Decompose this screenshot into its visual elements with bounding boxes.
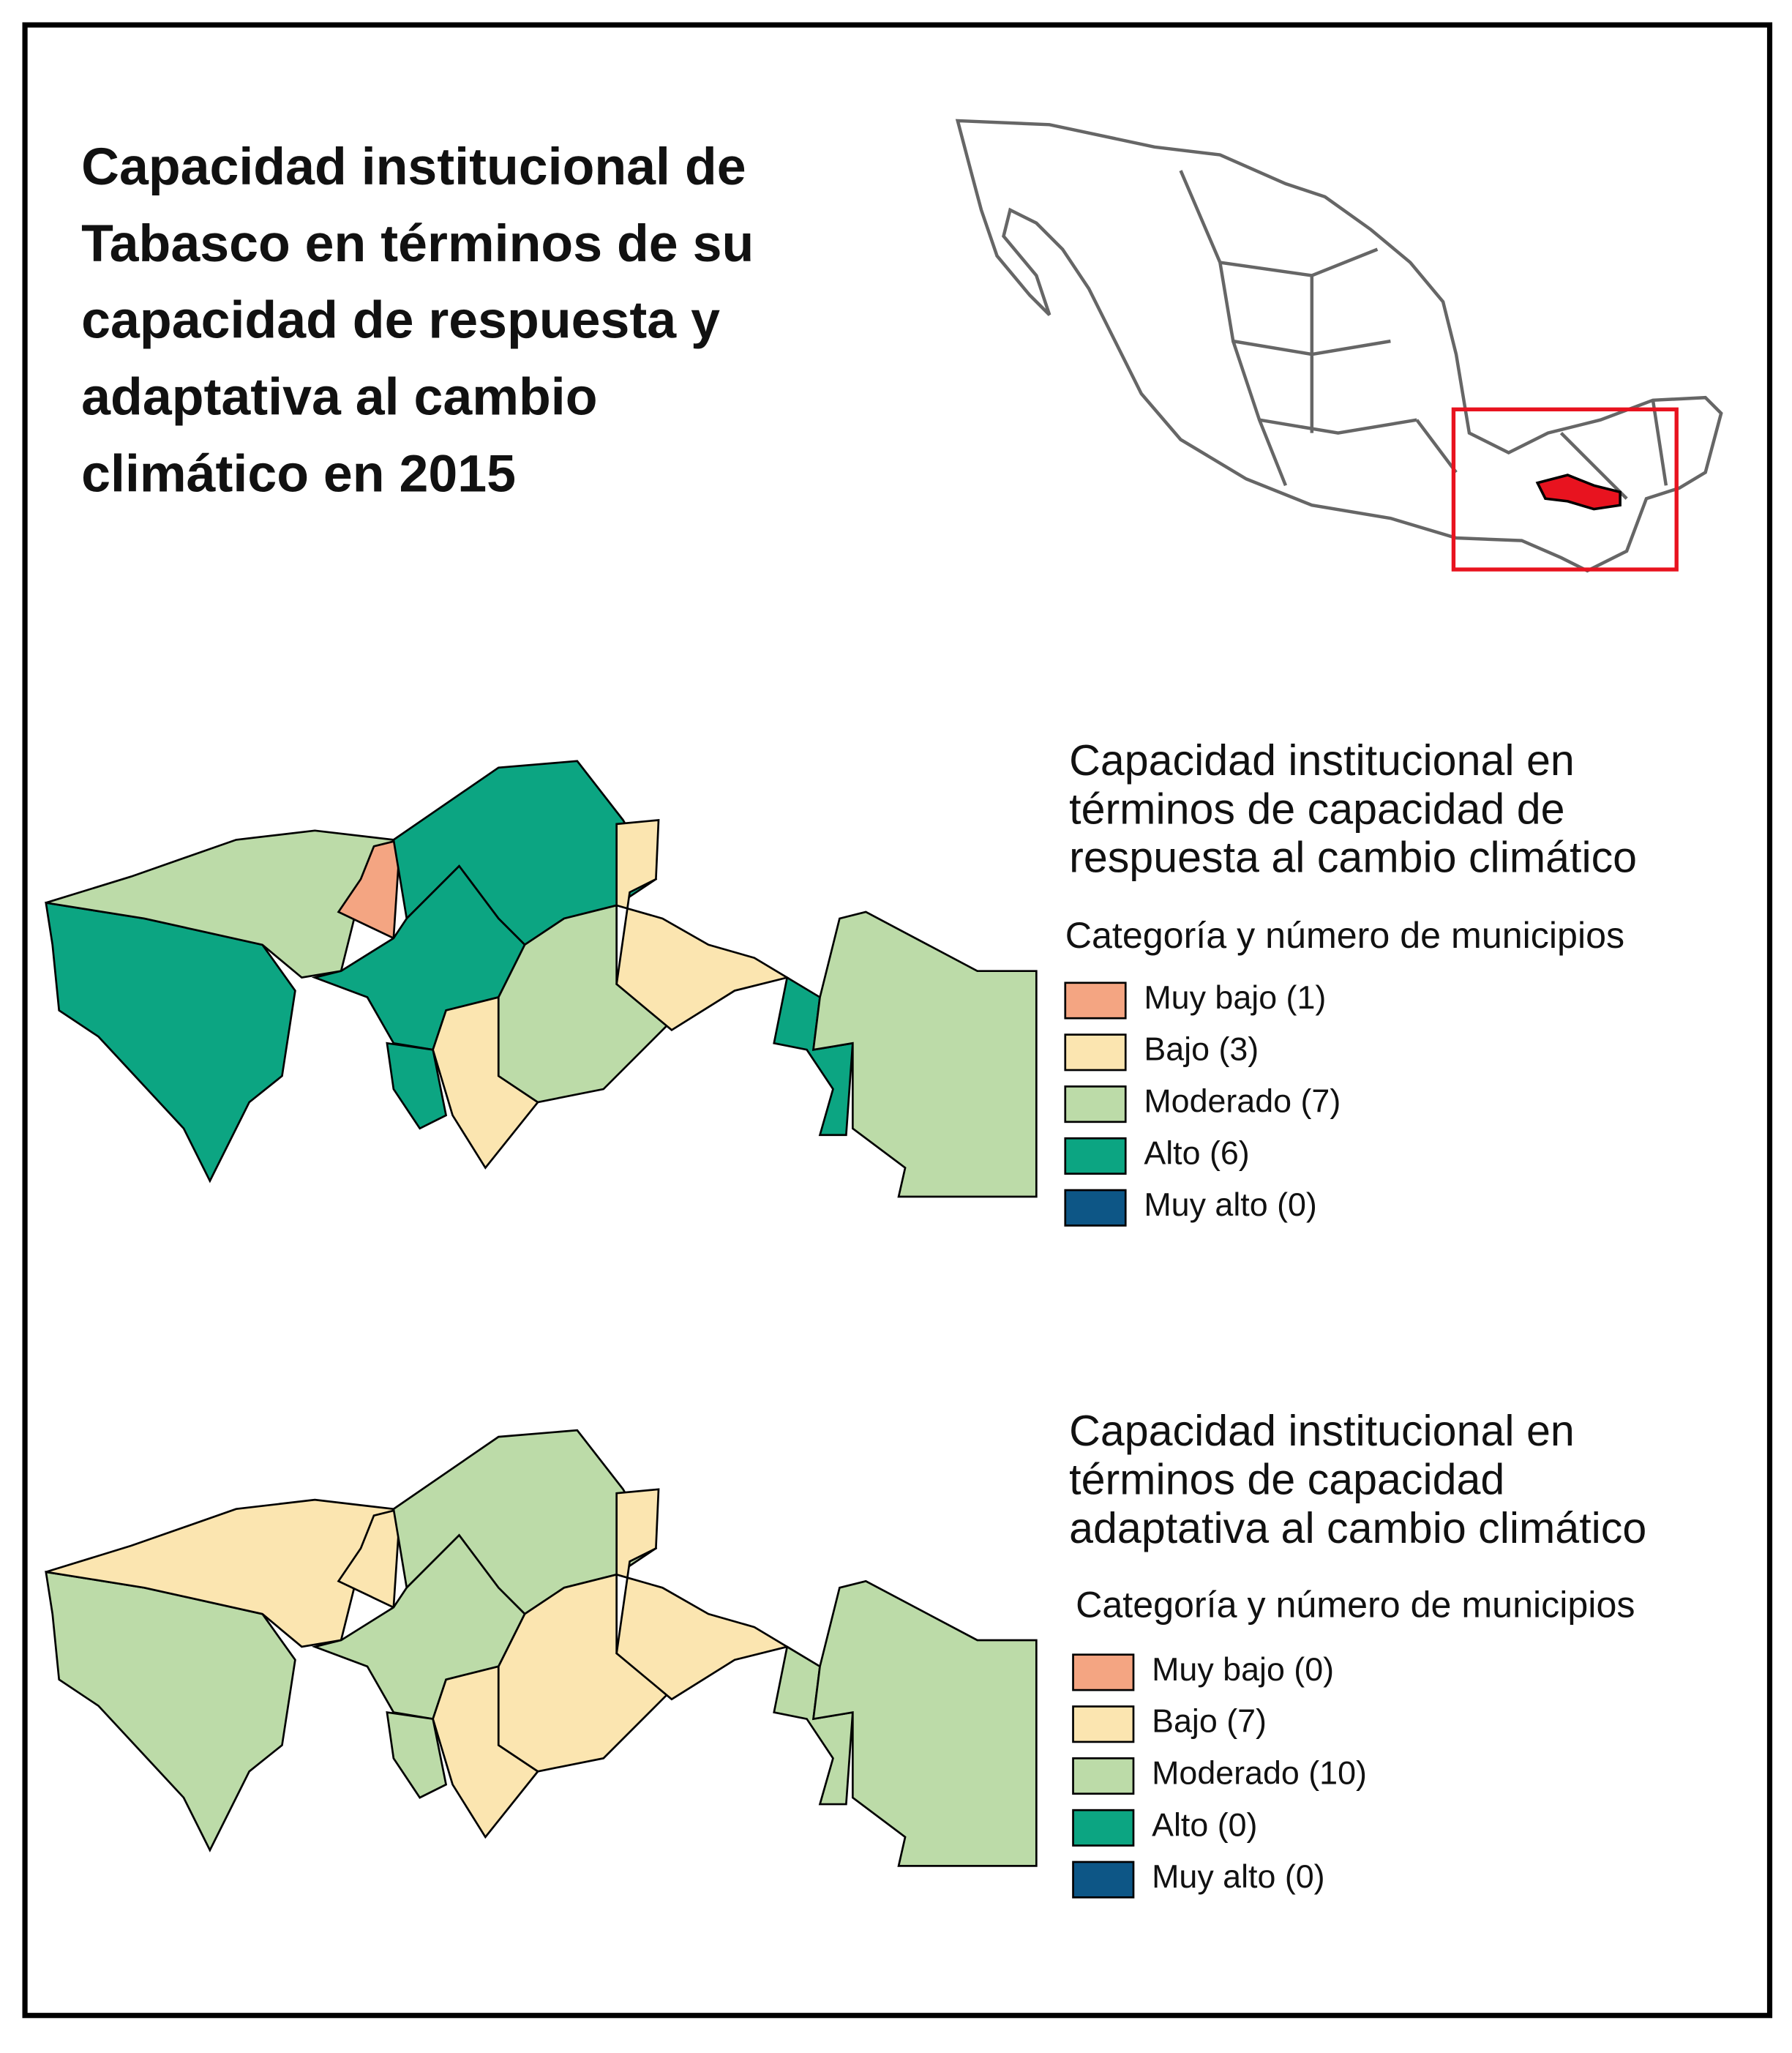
title-line: adaptativa al cambio [81,368,597,427]
municipality [811,910,1038,1198]
legend-swatch [1064,1189,1127,1227]
title-line: Tabasco en términos de su [81,214,754,273]
state-borders [1179,170,1668,500]
legend-label: Moderado (7) [1144,1083,1341,1120]
legend-label: Moderado (10) [1152,1754,1367,1791]
municipality-map [45,760,1038,1198]
legend-swatch [1072,1861,1135,1899]
legend-title: Capacidad institucional en [1069,1406,1575,1455]
legend-label: Muy bajo (0) [1152,1651,1334,1688]
legend-swatch [1072,1705,1135,1743]
title-line: capacidad de respuesta y [81,291,720,350]
legend-swatch [1064,1137,1127,1175]
legend-title: términos de capacidad de [1069,784,1564,833]
title: Capacidad institucional de Tabasco en tér… [81,138,754,504]
municipality-map [45,1429,1038,1867]
municipality [386,1042,448,1130]
legend-swatch [1064,1033,1127,1072]
mexico-inset [955,119,1723,573]
legend-title: adaptativa al cambio climático [1069,1503,1646,1552]
municipality [811,1579,1038,1867]
municipality [386,1711,448,1799]
legend-title: Capacidad institucional en [1069,736,1575,785]
legend-swatch [1064,1085,1127,1123]
legend-label: Alto (0) [1152,1806,1257,1843]
legend-swatch [1072,1757,1135,1795]
legend-title: términos de capacidad [1069,1454,1504,1503]
legend-label: Bajo (3) [1144,1031,1259,1068]
legend-label: Alto (6) [1144,1134,1249,1171]
legend-swatch [1064,981,1127,1020]
title-line: climático en 2015 [81,445,516,504]
country-outline [955,119,1723,573]
legend-swatch [1072,1809,1135,1847]
title-line: Capacidad institucional de [81,138,746,196]
legend-label: Bajo (7) [1152,1703,1267,1740]
legend-subtitle: Categoría y número de municipios [1076,1584,1635,1625]
municipality [615,1488,790,1701]
legend-label: Muy bajo (1) [1144,979,1326,1016]
municipality [615,819,790,1031]
legend-subtitle: Categoría y número de municipios [1065,915,1624,956]
legend-label: Muy alto (0) [1144,1186,1317,1223]
legend-title: respuesta al cambio climático [1069,833,1637,882]
zoom-box [1451,407,1679,572]
legend-label: Muy alto (0) [1152,1858,1325,1895]
tabasco-highlight [1535,474,1622,511]
legend-swatch [1072,1653,1135,1691]
